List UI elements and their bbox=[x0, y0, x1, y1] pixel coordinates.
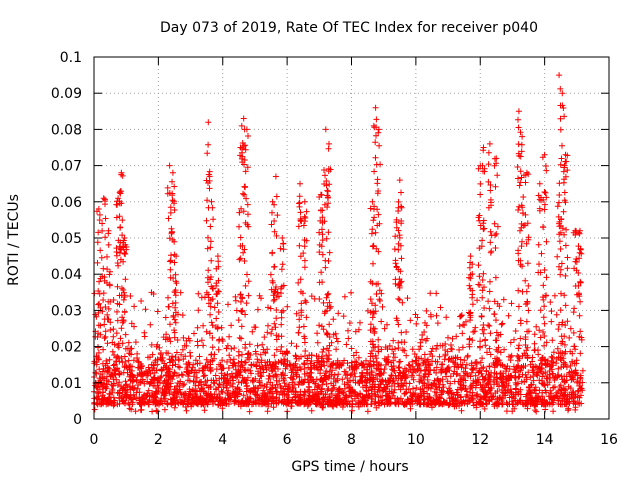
data-point-group bbox=[91, 172, 584, 368]
data-point-group bbox=[118, 104, 384, 365]
y-tick-label: 0.08 bbox=[51, 122, 82, 138]
grid bbox=[94, 57, 609, 419]
data-point-group bbox=[91, 289, 584, 414]
x-tick-label: 14 bbox=[536, 432, 554, 448]
x-tick-label: 4 bbox=[218, 432, 227, 448]
y-tick-label: 0.05 bbox=[51, 231, 82, 247]
x-tick-label: 8 bbox=[347, 432, 356, 448]
y-tick-label: 0.07 bbox=[51, 159, 82, 175]
y-tick-label: 0.01 bbox=[51, 376, 82, 392]
x-tick-label: 6 bbox=[283, 432, 292, 448]
y-tick-label: 0.09 bbox=[51, 86, 82, 102]
axis-ticks: 0 0.01 0.02 0.03 0.04 0.05 0.06 0.07 0.08 0.09 0.1… bbox=[51, 50, 618, 448]
y-axis-label: ROTI / TECUs bbox=[6, 194, 22, 286]
x-tick-label: 2 bbox=[154, 432, 163, 448]
y-tick-label: 0 bbox=[73, 412, 82, 428]
data-point-group bbox=[367, 72, 585, 366]
y-tick-label: 0.06 bbox=[51, 195, 82, 211]
x-tick-label: 12 bbox=[471, 432, 489, 448]
x-axis-label: GPS time / hours bbox=[291, 459, 408, 475]
x-tick-label: 16 bbox=[600, 432, 618, 448]
y-tick-label: 0.02 bbox=[51, 340, 82, 356]
x-tick-label: 0 bbox=[90, 432, 99, 448]
x-tick-label: 10 bbox=[407, 432, 425, 448]
y-tick-label: 0.1 bbox=[60, 50, 82, 66]
y-tick-label: 0.03 bbox=[51, 303, 82, 319]
y-tick-label: 0.04 bbox=[51, 267, 82, 283]
data-points bbox=[91, 72, 586, 415]
chart-title: Day 073 of 2019, Rate Of TEC Index for r… bbox=[160, 20, 538, 36]
